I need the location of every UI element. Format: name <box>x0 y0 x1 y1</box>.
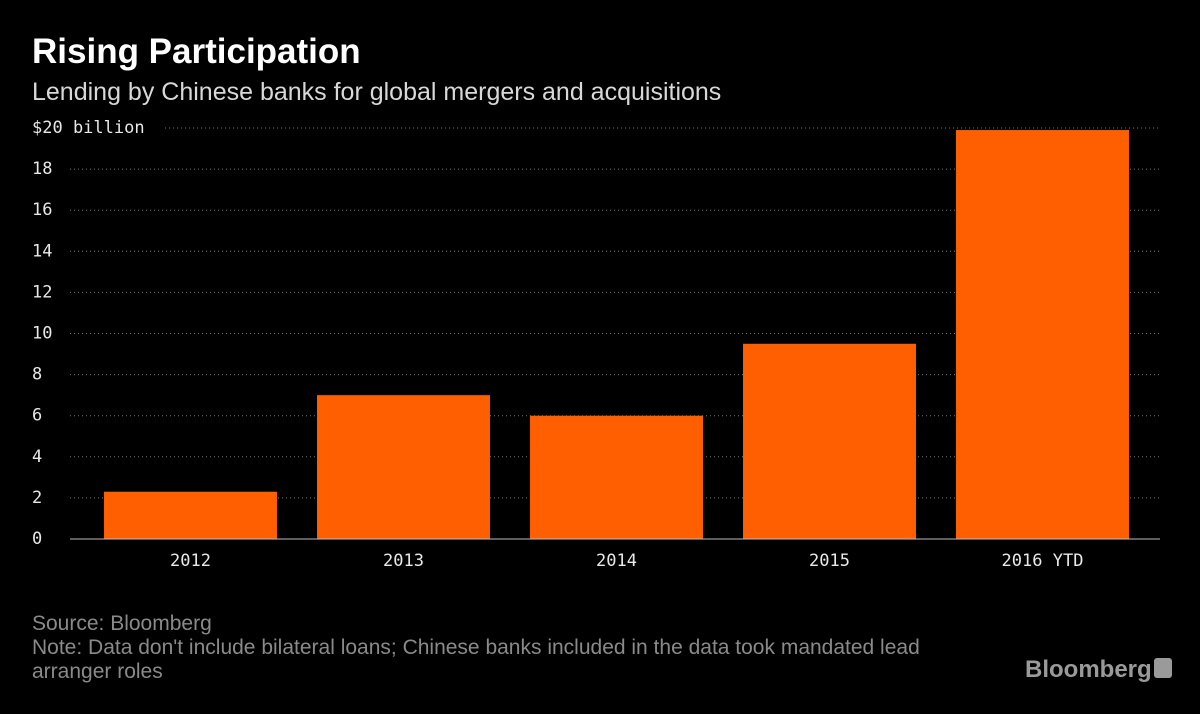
x-tick-label: 2016 YTD <box>1002 551 1084 571</box>
x-tick-label: 2013 <box>383 551 424 571</box>
y-tick-label: 8 <box>32 365 42 385</box>
bar <box>317 395 490 539</box>
y-tick-label: 12 <box>32 282 52 302</box>
y-tick-label: 6 <box>32 406 42 426</box>
y-tick-label: $20 billion <box>32 118 145 138</box>
y-tick-label: 14 <box>32 241 52 261</box>
y-tick-label: 4 <box>32 447 42 467</box>
note: Note: Data don't include bilateral loans… <box>32 636 920 683</box>
bar <box>956 130 1129 539</box>
source: Source: Bloomberg <box>32 612 212 635</box>
chart-title: Rising Participation <box>32 32 361 71</box>
bar <box>743 343 916 539</box>
y-tick-label: 16 <box>32 200 52 220</box>
logo: Bloomberg <box>1025 656 1152 683</box>
logo-icon <box>1154 658 1172 678</box>
chart-subtitle: Lending by Chinese banks for global merg… <box>32 78 721 106</box>
y-tick-label: 2 <box>32 488 42 508</box>
x-tick-label: 2012 <box>170 551 211 571</box>
x-tick-label: 2015 <box>809 551 850 571</box>
y-tick-label: 18 <box>32 159 52 179</box>
y-tick-label: 0 <box>32 529 42 549</box>
bar <box>104 491 277 539</box>
y-tick-label: 10 <box>32 324 52 344</box>
x-tick-label: 2014 <box>596 551 637 571</box>
bar <box>530 415 703 539</box>
